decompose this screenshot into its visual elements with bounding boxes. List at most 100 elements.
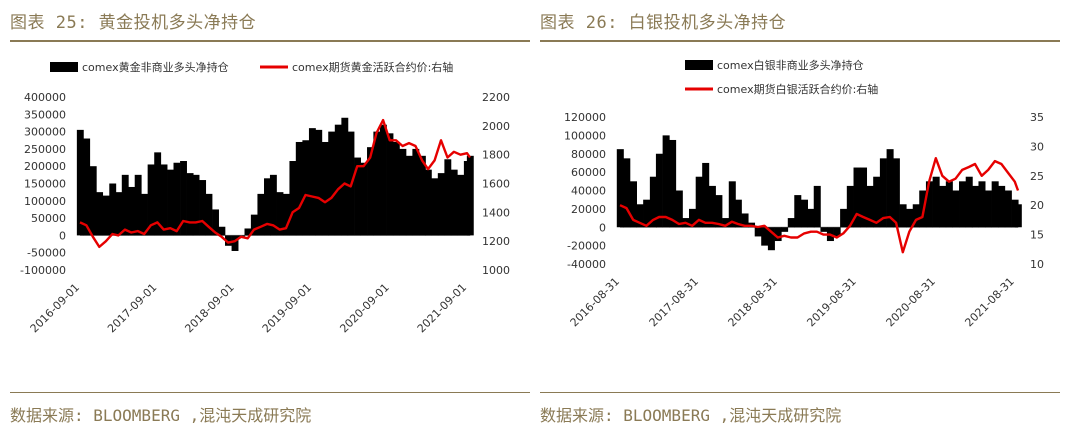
x-tick-label: 2021-08-31 [962, 275, 1016, 329]
data-bar [269, 174, 277, 236]
source-note: 数据来源: BLOOMBERG ,混沌天成研究院 [10, 406, 312, 425]
data-bar [787, 218, 795, 228]
data-bar [695, 176, 703, 228]
data-bar [616, 149, 624, 228]
source-divider [540, 392, 1060, 393]
data-bar [734, 199, 742, 228]
data-bar [879, 158, 887, 228]
figure-title: 图表 25: 黄金投机多头净持仓 [10, 13, 257, 33]
data-bar [636, 204, 644, 228]
data-bar [820, 227, 828, 232]
data-bar [444, 159, 452, 236]
y-left-tick-label: 200000 [24, 160, 66, 173]
data-bar [649, 176, 657, 228]
y-left-tick-label: -40000 [567, 258, 606, 271]
data-bar [945, 181, 953, 228]
y-right-tick-label: 1000 [482, 264, 510, 277]
y-right-tick-label: 2000 [482, 120, 510, 133]
silver-net-position-chart: comex白银非商业多头净持仓 comex期货白银活跃合约价:右轴 -40000 -2… [564, 58, 1044, 329]
x-tick-label: 2021-09-01 [415, 281, 469, 335]
figure-25: 图表 25: 黄金投机多头净持仓 comex黄金非商业多头净持仓 comex期货黄… [10, 0, 540, 440]
data-bar [984, 190, 992, 228]
data-bar [418, 155, 426, 236]
data-bar [866, 185, 874, 228]
data-bar [392, 141, 400, 236]
data-bar [846, 185, 854, 228]
data-bar [295, 141, 303, 236]
data-bar [405, 155, 413, 236]
data-bar [205, 193, 213, 236]
data-bar [899, 204, 907, 228]
data-bar [669, 139, 677, 228]
legend-label: comex黄金非商业多头净持仓 [82, 60, 229, 74]
data-bar [134, 174, 142, 236]
y-right-tick-label: 1200 [482, 235, 510, 248]
y-left-tick-label: 150000 [24, 178, 66, 191]
data-bar [450, 169, 458, 236]
data-bar [978, 181, 986, 228]
data-bar [623, 158, 631, 228]
x-tick-label: 2020-09-01 [337, 281, 391, 335]
source-divider [10, 392, 530, 393]
data-bar [167, 169, 175, 236]
y-right-tick-label: 30 [1030, 140, 1044, 153]
figure-title: 图表 26: 白银投机多头净持仓 [540, 13, 787, 33]
y-left-tick-label: 400000 [24, 91, 66, 104]
y-left-tick-label: -20000 [567, 240, 606, 253]
data-bar [379, 124, 387, 236]
data-bar [925, 181, 933, 228]
data-bar [282, 193, 290, 236]
x-tick-label: 2016-08-31 [568, 275, 622, 329]
data-bar [688, 208, 697, 228]
data-bar [741, 213, 749, 228]
data-bar [840, 208, 848, 228]
data-bar [794, 195, 802, 228]
data-bar [154, 152, 162, 236]
data-bar [424, 169, 432, 236]
y-left-tick-label: 300000 [24, 126, 66, 139]
y-right-tick-label: 2200 [482, 91, 510, 104]
data-bar [939, 185, 947, 228]
data-bar [457, 174, 465, 236]
data-bar [257, 193, 265, 236]
data-bar [761, 227, 769, 246]
data-bar [965, 176, 973, 228]
data-bar [276, 192, 284, 236]
figure-26: 图表 26: 白银投机多头净持仓 comex白银非商业多头净持仓 comex期货白… [540, 0, 1070, 440]
x-tick-label: 2018-08-31 [726, 275, 780, 329]
y-right-tick-label: 20 [1030, 199, 1044, 212]
data-bar [354, 157, 361, 236]
data-bar [128, 186, 136, 236]
data-bar [1014, 204, 1022, 228]
gold-net-position-chart: comex黄金非商业多头净持仓 comex期货黄金活跃合约价:右轴 -100000 -… [20, 60, 510, 335]
data-bar [147, 164, 155, 236]
y-left-tick-label: 250000 [24, 143, 66, 156]
data-bar [952, 190, 960, 228]
data-bar [115, 192, 123, 236]
data-bar [912, 204, 920, 228]
data-bar [1004, 190, 1012, 228]
y-left-tick-label: 100000 [24, 195, 66, 208]
data-bar [800, 199, 809, 228]
data-bar [998, 185, 1006, 228]
data-bar [141, 193, 148, 236]
data-bar [767, 227, 775, 251]
y-left-tick-label: 60000 [571, 166, 606, 179]
data-bar [121, 174, 129, 236]
data-bar [83, 138, 91, 236]
y-right-tick-label: 1800 [482, 149, 510, 162]
data-bar [289, 161, 297, 236]
data-bar [813, 185, 821, 228]
data-bar [264, 178, 271, 236]
data-bar [231, 235, 239, 251]
y-left-tick-label: 50000 [31, 212, 66, 225]
data-bar [96, 192, 104, 236]
data-bar [702, 162, 710, 228]
data-bar [199, 180, 207, 236]
data-bar [932, 176, 940, 228]
data-bar [833, 227, 841, 237]
x-tick-label: 2017-09-01 [105, 281, 159, 335]
legend-swatch [685, 60, 713, 70]
data-bar [722, 218, 730, 228]
x-tick-label: 2019-09-01 [260, 281, 314, 335]
